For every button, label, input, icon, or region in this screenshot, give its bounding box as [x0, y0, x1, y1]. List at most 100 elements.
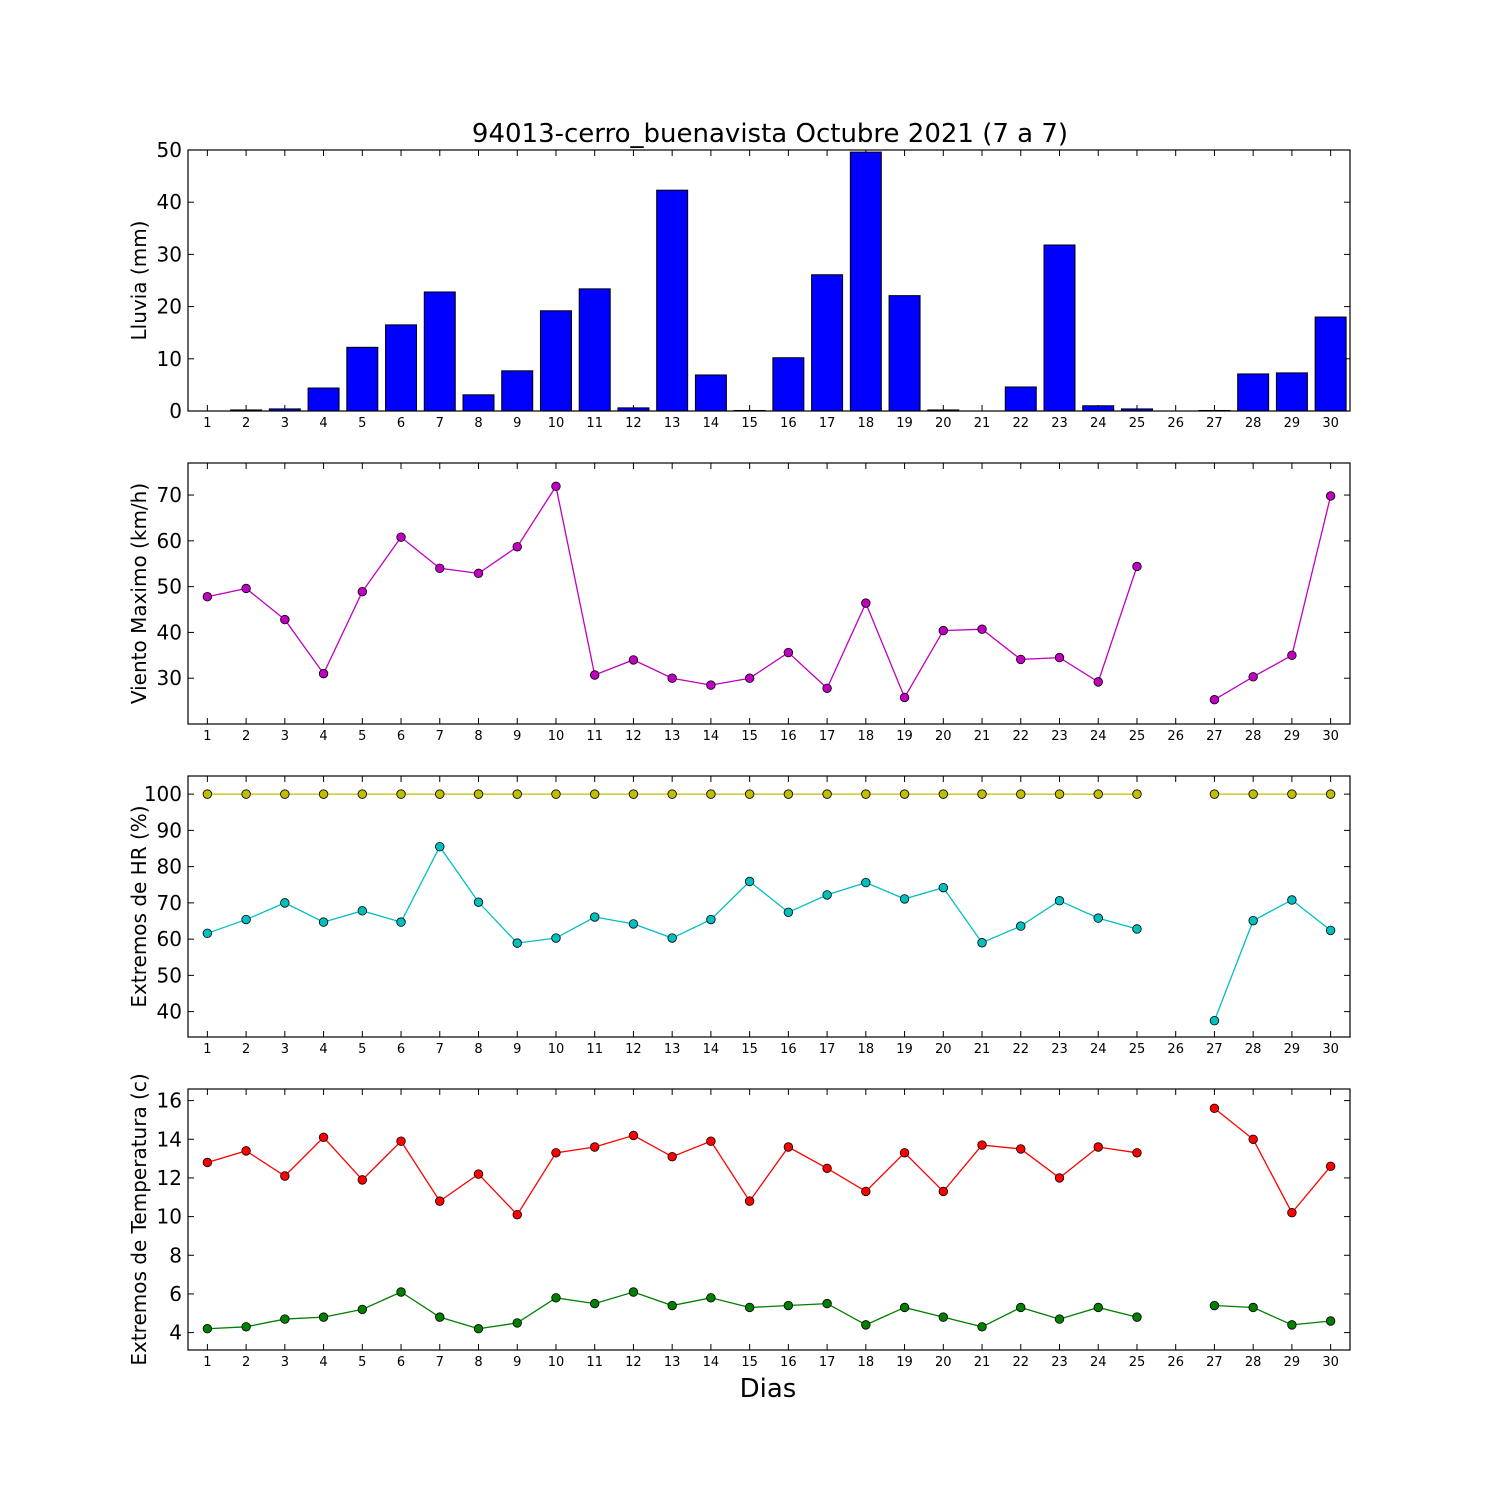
x-tick-label: 18	[858, 1355, 875, 1370]
data-point-1-day-25	[1132, 924, 1142, 934]
x-tick-label: 6	[397, 416, 405, 431]
y-tick-label: 10	[157, 347, 182, 371]
x-tick-label: 24	[1090, 1042, 1107, 1057]
y-axis-label-humedad: Extremos de HR (%)	[127, 805, 151, 1007]
data-point-1-day-14	[706, 914, 716, 925]
data-point-0-day-15	[744, 1196, 755, 1206]
data-point-0-day-3	[280, 789, 290, 799]
data-point-0-day-3	[280, 614, 290, 625]
x-tick-label: 9	[513, 416, 521, 431]
data-point-0-day-14	[706, 789, 716, 799]
data-point-0-day-29	[1287, 650, 1297, 661]
plot-area-lluvia	[230, 151, 1347, 411]
series-line-0	[1214, 1107, 1332, 1214]
x-tick-label: 24	[1090, 416, 1107, 431]
data-point-0-day-10	[551, 1148, 561, 1158]
data-point-0-day-6	[396, 532, 406, 542]
y-tick-label: 14	[157, 1127, 182, 1151]
data-point-0-day-11	[590, 789, 600, 799]
x-tick-label: 1	[203, 729, 211, 744]
data-point-1-day-28	[1248, 1302, 1258, 1313]
data-point-0-day-28	[1248, 1134, 1258, 1144]
x-tick-label: 22	[1012, 1355, 1029, 1370]
data-point-1-day-15	[744, 1302, 755, 1313]
x-tick-label: 6	[397, 729, 405, 744]
data-point-0-day-13	[667, 1151, 677, 1162]
bar-day-19	[888, 295, 921, 411]
x-tick-label: 5	[358, 729, 366, 744]
x-tick-label: 24	[1090, 1355, 1107, 1370]
x-tick-label: 17	[819, 416, 836, 431]
y-tick-label: 70	[157, 891, 182, 915]
data-point-1-day-18	[861, 877, 871, 888]
data-point-1-day-24	[1093, 1302, 1103, 1313]
data-point-1-day-14	[706, 1293, 716, 1303]
y-tick-label: 0	[169, 399, 182, 423]
bar-day-28	[1237, 373, 1270, 411]
y-tick-label: 60	[157, 529, 182, 553]
x-tick-label: 15	[741, 416, 758, 431]
data-point-1-day-17	[822, 890, 832, 900]
axes-frame-temperatura	[187, 1088, 1351, 1351]
data-point-0-day-17	[822, 1163, 832, 1173]
data-point-0-day-28	[1248, 672, 1258, 682]
x-tick-label: 18	[858, 729, 875, 744]
x-tick-label: 10	[548, 1042, 565, 1057]
data-point-0-day-13	[667, 789, 677, 799]
data-point-1-day-16	[783, 1300, 794, 1311]
data-point-1-day-12	[628, 1287, 639, 1297]
data-point-0-day-2	[241, 1146, 251, 1156]
x-tick-label: 21	[974, 1042, 991, 1057]
data-point-0-day-2	[241, 583, 251, 594]
data-point-0-day-21	[977, 624, 987, 634]
data-point-1-day-10	[551, 1293, 561, 1303]
x-tick-label: 29	[1284, 1355, 1301, 1370]
x-tick-label: 2	[242, 1355, 250, 1370]
x-tick-label: 24	[1090, 729, 1107, 744]
data-point-0-day-24	[1093, 677, 1103, 687]
x-tick-label: 7	[436, 416, 444, 431]
data-point-0-day-4	[318, 668, 329, 679]
x-tick-label: 19	[896, 729, 913, 744]
data-point-0-day-22	[1016, 789, 1026, 799]
x-tick-label: 6	[397, 1355, 405, 1370]
bar-day-5	[346, 346, 379, 411]
x-tick-label: 10	[548, 1355, 565, 1370]
y-tick-label: 50	[157, 963, 182, 987]
data-point-1-day-24	[1093, 913, 1103, 923]
data-point-0-day-2	[241, 789, 251, 799]
y-axis-label-temperatura: Extremos de Temperatura (c)	[127, 1073, 151, 1365]
y-tick-label: 100	[144, 782, 182, 806]
data-point-0-day-6	[396, 789, 406, 799]
x-tick-label: 11	[586, 1042, 603, 1057]
bar-day-12	[617, 407, 650, 411]
y-tick-label: 40	[157, 1000, 182, 1024]
x-tick-label: 11	[586, 729, 603, 744]
x-tick-label: 17	[819, 1042, 836, 1057]
data-point-0-day-29	[1287, 789, 1297, 799]
y-tick-label: 30	[157, 666, 182, 690]
x-tick-label: 15	[741, 729, 758, 744]
y-tick-label: 50	[157, 138, 182, 162]
x-tick-label: 17	[819, 1355, 836, 1370]
x-tick-label: 22	[1012, 416, 1029, 431]
data-point-1-day-27	[1209, 1015, 1220, 1026]
data-point-1-day-8	[473, 1324, 484, 1334]
x-tick-label: 23	[1051, 1042, 1068, 1057]
plot-area-temperatura	[202, 1103, 1336, 1334]
data-point-0-day-25	[1132, 789, 1142, 799]
series-line-1	[1214, 1304, 1331, 1326]
data-point-0-day-18	[861, 598, 871, 608]
x-tick-label: 29	[1284, 1042, 1301, 1057]
y-tick-label: 8	[169, 1243, 182, 1267]
axes-frame-viento	[187, 462, 1351, 725]
x-tick-label: 6	[397, 1042, 405, 1057]
x-tick-label: 16	[780, 1042, 797, 1057]
data-point-1-day-11	[590, 912, 600, 922]
chart-title: 94013-cerro_buenavista Octubre 2021 (7 a…	[472, 119, 1068, 149]
data-point-1-day-6	[396, 917, 406, 927]
data-point-1-day-20	[938, 1312, 949, 1322]
